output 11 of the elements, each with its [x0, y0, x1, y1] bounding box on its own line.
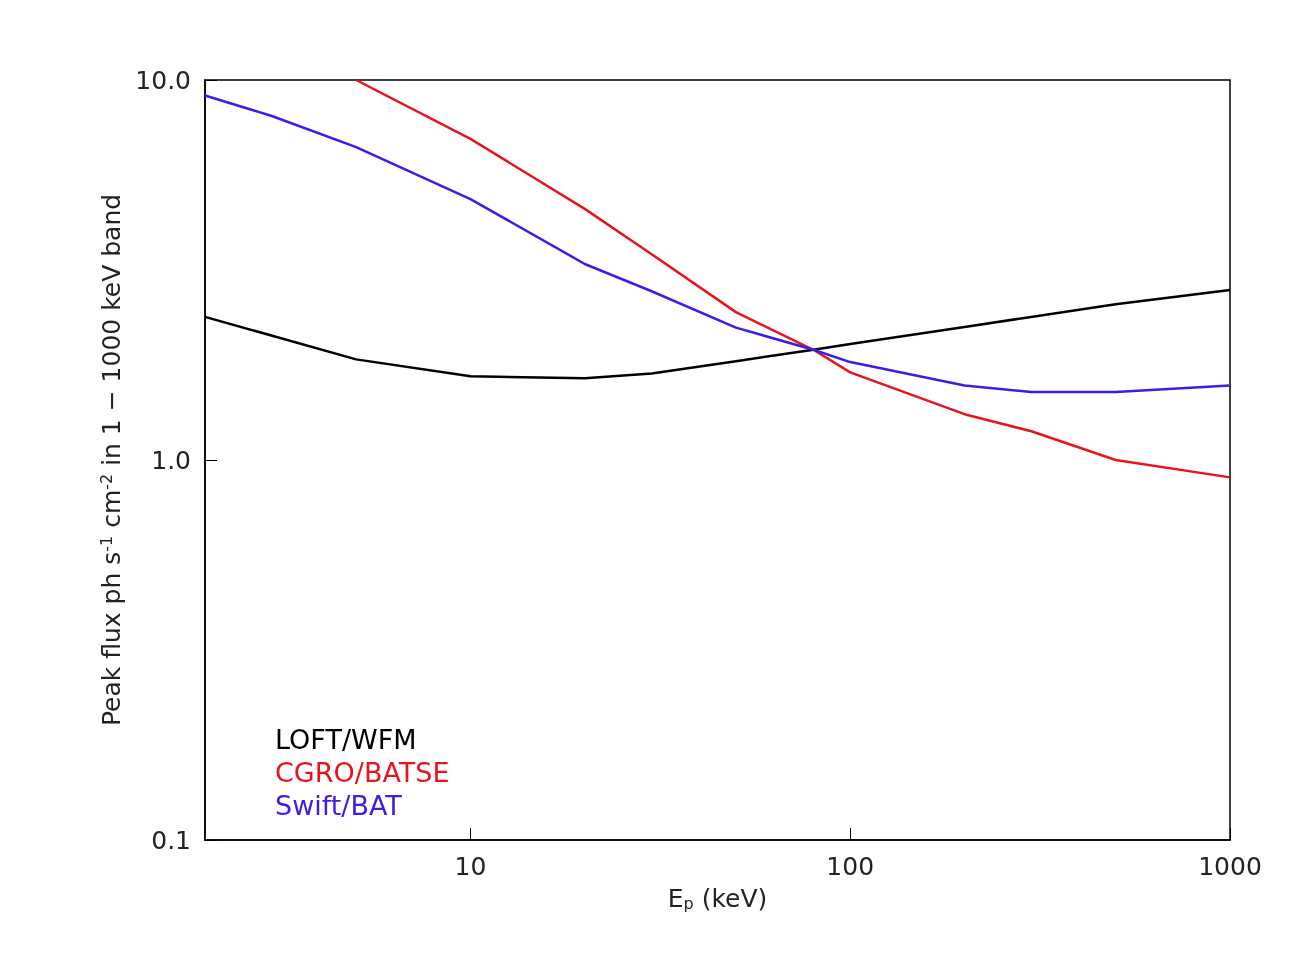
text: LOFT/WFM [275, 724, 417, 755]
y-tick-label: 0.1 [151, 825, 191, 855]
x-axis-title: Ep (keV) [667, 883, 768, 913]
y-tick-label: 1.0 [151, 445, 191, 475]
y-tick-label: 10.0 [135, 65, 191, 95]
x-tick-label: 1000 [1198, 852, 1262, 881]
x-tick-label: 10 [454, 852, 487, 881]
y-axis-title: Peak flux ph s-1 cm-2 in 1 − 1000 keV band [97, 193, 127, 727]
text: Swift/BAT [275, 790, 403, 821]
text: CGRO/BATSE [275, 757, 450, 788]
x-tick-label: 100 [826, 852, 875, 881]
